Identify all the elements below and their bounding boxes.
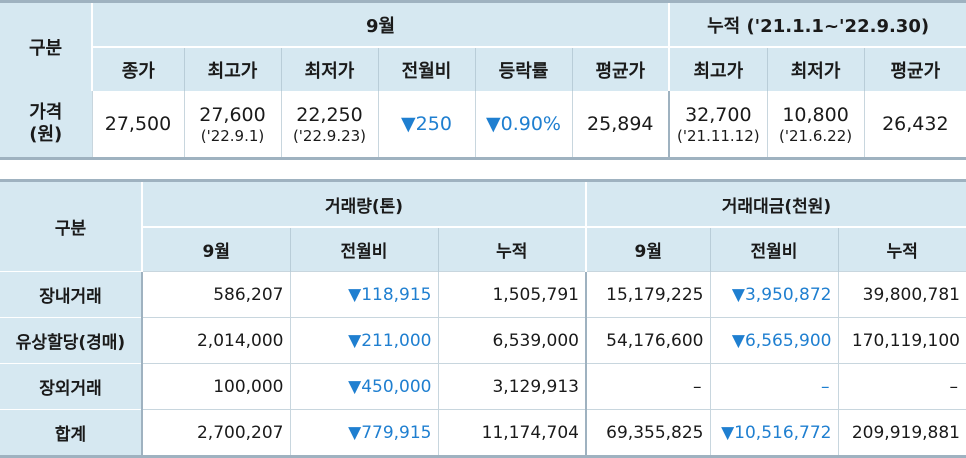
close-value: 27,500 (104, 113, 172, 135)
trading-volume-table: 구분 거래량(톤) 거래대금(천원) 9월 전월비 누적 9월 전월비 누적 장… (0, 179, 966, 458)
col-header-cum-avg: 평균가 (864, 47, 966, 91)
col-header-low: 최저가 (281, 47, 379, 91)
avg-value: 25,894 (587, 113, 654, 135)
cell-avg: 25,894 (572, 91, 671, 159)
table-cell: 3,129,913 (438, 363, 587, 410)
table-row: 장외거래 100,000 ▼450,000 3,129,913– – – (0, 363, 966, 410)
low-date: ('22.9.23) (292, 126, 367, 145)
rate-value: ▼0.90% (486, 113, 561, 135)
table-row: 유상할당(경매) 2,014,000 ▼211,000 6,539,000 54,176… (0, 317, 966, 364)
cumulative-group-header: 누적 ('21.1.1~'22.9.30) (669, 1, 966, 48)
col-header-avg: 평균가 (572, 47, 671, 91)
table-cell: 54,176,600 (586, 317, 711, 364)
table-cell: 1,505,791 (438, 271, 587, 318)
table-row: 합계 2,700,207 ▼779,915 11,174,704 69,355,825 ▼… (0, 409, 966, 457)
col-header-rate: 등락률 (475, 47, 573, 91)
cell-mom: ▼250 (378, 91, 476, 159)
cum-high-date: ('21.11.12) (677, 126, 760, 145)
table-cell: – (838, 363, 966, 410)
row-label: 장내거래 (0, 271, 143, 318)
col-header-high: 최고가 (184, 47, 282, 91)
price-table: 구분 9월 누적 ('21.1.1~'22.9.30) 종가 최고가 최저가 전… (0, 0, 966, 160)
cell-cum-low: 10,800 ('21.6.22) (767, 91, 865, 159)
table-cell: ▼450,000 (290, 363, 439, 410)
cum-avg-value: 26,432 (882, 113, 949, 135)
cum-low-value: 10,800 (782, 103, 849, 126)
table-cell: ▼211,000 (290, 317, 439, 364)
cell-cum-high: 32,700 ('21.11.12) (669, 91, 768, 159)
col-header-cum-high: 최고가 (669, 47, 768, 91)
table-cell: 6,539,000 (438, 317, 587, 364)
volume-group-header: 거래량(톤) (142, 180, 587, 228)
table-cell: ▼779,915 (290, 409, 439, 457)
cell-high: 27,600 ('22.9.1) (184, 91, 282, 159)
table-cell: 586,207 (142, 271, 291, 318)
high-date: ('22.9.1) (200, 126, 265, 145)
table-row: 장내거래 586,207 ▼118,915 1,505,791 15,179,225 ▼3… (0, 271, 966, 318)
row-label: 장외거래 (0, 363, 143, 410)
table-cell: 11,174,704 (438, 409, 587, 457)
low-value: 22,250 (296, 103, 363, 126)
col-header-amt-month: 9월 (586, 227, 711, 272)
gubun-header: 구분 (0, 1, 93, 91)
table-cell: ▼3,950,872 (710, 271, 839, 318)
table-cell: 170,119,100 (838, 317, 966, 364)
amount-group-header: 거래대금(천원) (586, 180, 966, 228)
row-label-price: 가격 (원) (0, 91, 93, 159)
col-header-amt-mom: 전월비 (710, 227, 839, 272)
cell-cum-avg: 26,432 (864, 91, 966, 159)
col-header-cum-low: 최저가 (767, 47, 865, 91)
col-header-vol-month: 9월 (142, 227, 291, 272)
cum-low-date: ('21.6.22) (779, 126, 853, 145)
month-group-header: 9월 (92, 1, 671, 48)
col-header-mom: 전월비 (378, 47, 476, 91)
table-cell: 2,700,207 (142, 409, 291, 457)
col-header-vol-mom: 전월비 (290, 227, 439, 272)
table-cell: 15,179,225 (586, 271, 711, 318)
table-cell: – (710, 363, 839, 410)
table-cell: 100,000 (142, 363, 291, 410)
mom-value: ▼250 (401, 113, 452, 135)
row-label-line2: (원) (29, 124, 63, 145)
table-cell: 2,014,000 (142, 317, 291, 364)
cum-high-value: 32,700 (685, 103, 752, 126)
cell-rate: ▼0.90% (475, 91, 573, 159)
table-cell: 69,355,825 (586, 409, 711, 457)
table-cell: ▼118,915 (290, 271, 439, 318)
table-cell: – (586, 363, 711, 410)
col-header-close: 종가 (92, 47, 185, 91)
row-label: 합계 (0, 409, 143, 457)
cell-low: 22,250 ('22.9.23) (281, 91, 379, 159)
col-header-amt-cum: 누적 (838, 227, 966, 272)
high-value: 27,600 (199, 103, 266, 126)
row-label-line1: 가격 (29, 102, 63, 123)
table-cell: 209,919,881 (838, 409, 966, 457)
cell-close: 27,500 (92, 91, 185, 159)
col-header-vol-cum: 누적 (438, 227, 587, 272)
row-label: 유상할당(경매) (0, 317, 143, 364)
table-cell: ▼6,565,900 (710, 317, 839, 364)
gubun-header-2: 구분 (0, 180, 143, 272)
table-cell: ▼10,516,772 (710, 409, 839, 457)
table-cell: 39,800,781 (838, 271, 966, 318)
